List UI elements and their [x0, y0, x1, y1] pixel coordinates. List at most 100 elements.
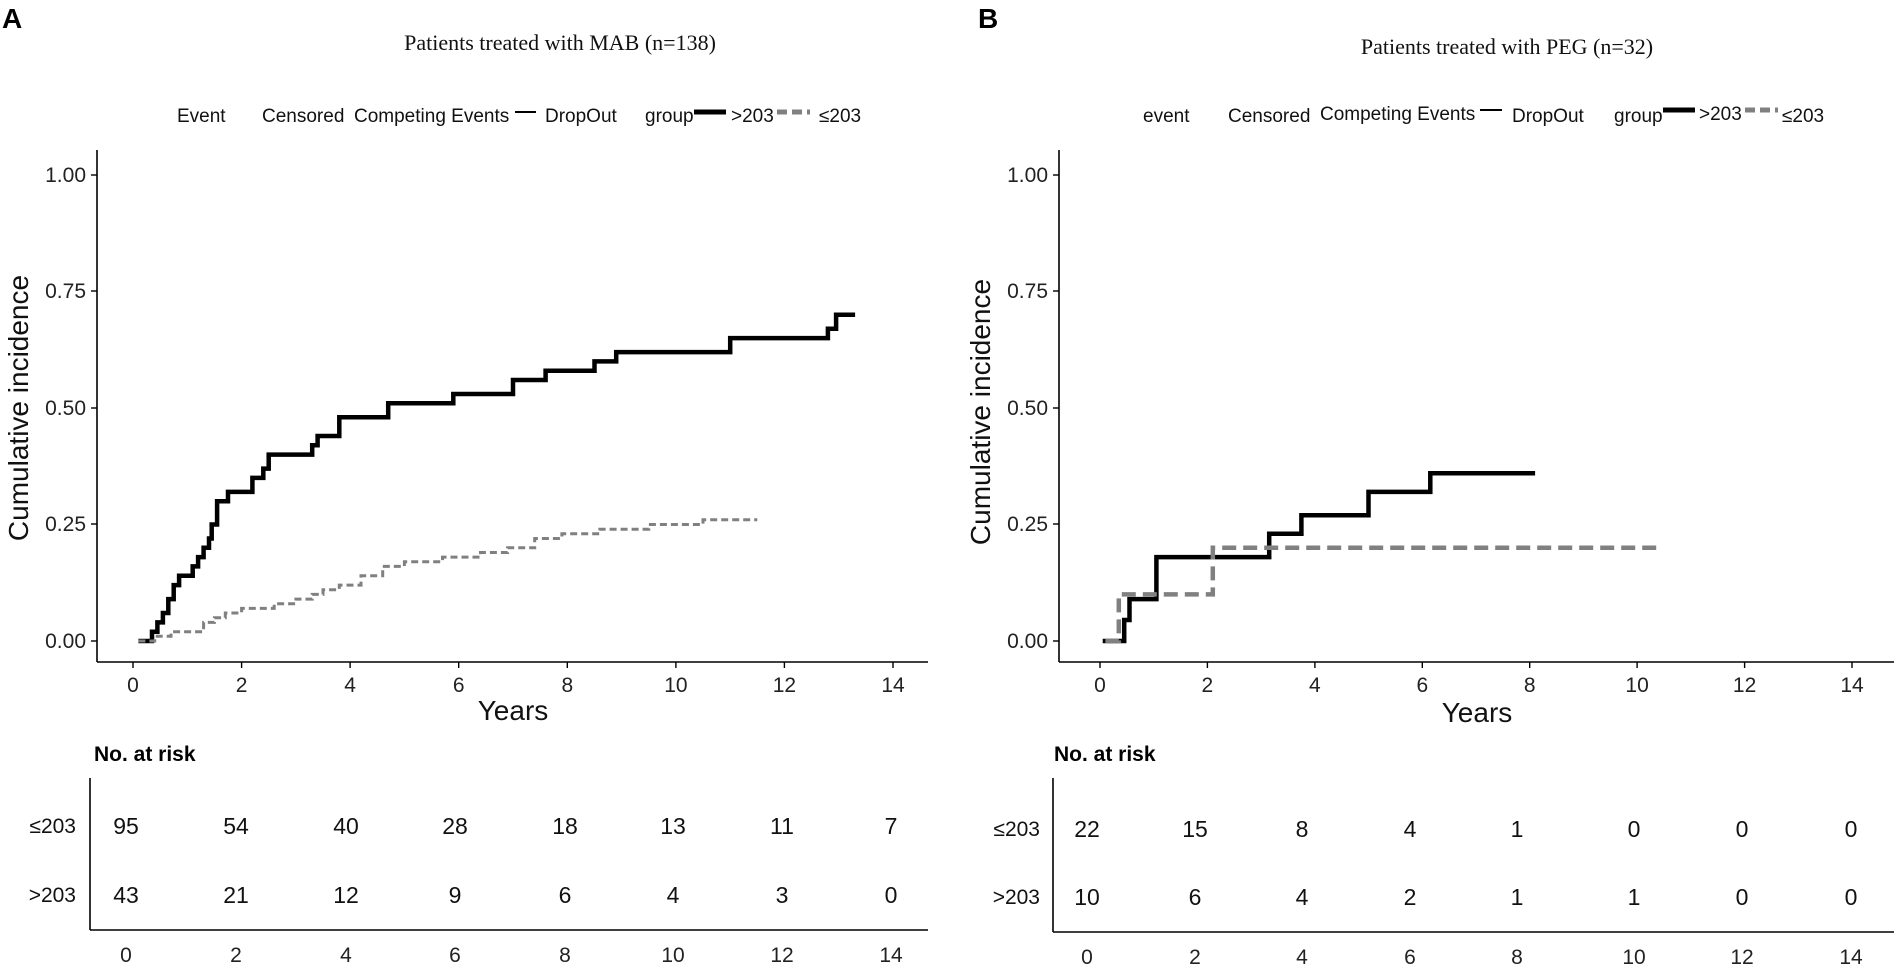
- x-tick-label: 8: [1524, 674, 1536, 697]
- legend-group-title: group: [1614, 106, 1663, 127]
- y-tick-label: 1.00: [45, 164, 86, 187]
- risk-time-label: 8: [559, 944, 571, 967]
- risk-table-title: No. at risk: [94, 743, 196, 766]
- risk-count: 2: [1404, 884, 1417, 910]
- legend-item-censored: Censored: [262, 106, 344, 127]
- risk-row-label: >203: [993, 886, 1040, 909]
- risk-table-title: No. at risk: [1054, 743, 1156, 766]
- risk-count: 22: [1074, 816, 1100, 842]
- panel-title: Patients treated with MAB (n=138): [404, 30, 716, 55]
- risk-time-label: 10: [1622, 946, 1645, 969]
- risk-count: 0: [1845, 884, 1858, 910]
- risk-count: 0: [1845, 816, 1858, 842]
- risk-table: No. at risk ≤203 >203 95 54 40 28 18 13 …: [29, 743, 928, 967]
- y-tick-label: 0.00: [45, 630, 86, 653]
- risk-time-label: 0: [1081, 946, 1093, 969]
- risk-count: 21: [223, 882, 249, 908]
- legend-group-low: ≤203: [819, 106, 861, 127]
- risk-count: 4: [1404, 816, 1417, 842]
- risk-row-label: ≤203: [993, 818, 1040, 841]
- risk-count: 0: [1736, 884, 1749, 910]
- y-tick-label: 0.75: [1007, 280, 1048, 303]
- risk-time-label: 12: [770, 944, 793, 967]
- x-tick-label: 14: [881, 674, 905, 697]
- x-tick-label: 0: [127, 674, 139, 697]
- x-tick-label: 12: [773, 674, 796, 697]
- legend-item-competing-events: Competing Events: [1320, 104, 1475, 125]
- risk-count: 1: [1511, 816, 1524, 842]
- risk-row-label: >203: [29, 884, 76, 907]
- legend-group-high: >203: [731, 106, 774, 127]
- risk-count: 12: [333, 882, 359, 908]
- y-tick-label: 0.25: [1007, 513, 1048, 536]
- y-tick-label: 0.25: [45, 513, 86, 536]
- panel-a: A Patients treated with MAB (n=138) Even…: [2, 3, 928, 967]
- risk-time-label: 2: [230, 944, 242, 967]
- panel-letter: A: [2, 3, 22, 34]
- risk-count: 6: [559, 882, 572, 908]
- panel-b: B Patients treated with PEG (n=32) event…: [965, 3, 1894, 969]
- legend-event-title: event: [1143, 106, 1190, 127]
- risk-count: 4: [667, 882, 680, 908]
- risk-count: 1: [1628, 884, 1641, 910]
- y-tick-label: 1.00: [1007, 164, 1048, 187]
- x-tick-label: 10: [664, 674, 687, 697]
- x-tick-label: 12: [1733, 674, 1756, 697]
- y-tick-label: 0.50: [45, 397, 86, 420]
- risk-time-label: 2: [1189, 946, 1201, 969]
- legend-group-high: >203: [1699, 104, 1742, 125]
- risk-count: 11: [770, 813, 794, 839]
- risk-time-label: 10: [661, 944, 684, 967]
- risk-time-label: 6: [449, 944, 461, 967]
- x-tick-label: 2: [236, 674, 248, 697]
- x-tick-label: 0: [1094, 674, 1106, 697]
- x-axis-ticks: 0 2 4 6 8 10 12 14: [1094, 662, 1864, 697]
- risk-count: 95: [113, 813, 139, 839]
- x-axis-title: Years: [478, 695, 549, 726]
- y-tick-label: 0.75: [45, 280, 86, 303]
- risk-count: 9: [449, 882, 462, 908]
- series-line-group-high: [1102, 470, 1536, 644]
- y-axis-ticks: 0.00 0.25 0.50 0.75 1.00: [1007, 164, 1059, 653]
- series-line-group-low: [138, 518, 758, 643]
- risk-count: 10: [1074, 884, 1100, 910]
- x-tick-label: 8: [561, 674, 573, 697]
- risk-count: 7: [885, 813, 898, 839]
- risk-time-label: 14: [879, 944, 903, 967]
- legend-item-censored: Censored: [1228, 106, 1310, 127]
- risk-count: 28: [442, 813, 468, 839]
- legend-group-title: group: [645, 106, 694, 127]
- risk-time-label: 0: [120, 944, 132, 967]
- series-line-group-low: [1105, 545, 1659, 644]
- risk-count: 6: [1189, 884, 1202, 910]
- risk-row-label: ≤203: [29, 815, 76, 838]
- y-axis-title: Cumulative incidence: [3, 275, 34, 541]
- y-tick-label: 0.00: [1007, 630, 1048, 653]
- risk-count: 4: [1296, 884, 1309, 910]
- x-tick-label: 2: [1202, 674, 1214, 697]
- x-tick-label: 4: [1309, 674, 1321, 697]
- risk-count: 0: [1628, 816, 1641, 842]
- panel-title: Patients treated with PEG (n=32): [1361, 34, 1653, 59]
- y-tick-label: 0.50: [1007, 397, 1048, 420]
- risk-time-label: 12: [1730, 946, 1753, 969]
- risk-count: 0: [885, 882, 898, 908]
- y-axis-ticks: 0.00 0.25 0.50 0.75 1.00: [45, 164, 97, 653]
- x-axis-title: Years: [1442, 697, 1513, 728]
- risk-count: 3: [776, 882, 789, 908]
- y-axis-title: Cumulative incidence: [965, 279, 996, 545]
- panel-letter: B: [978, 3, 998, 34]
- risk-count: 40: [333, 813, 359, 839]
- risk-time-label: 14: [1839, 946, 1863, 969]
- x-axis-ticks: 0 2 4 6 8 10 12 14: [127, 662, 905, 697]
- legend-event-title: Event: [177, 106, 226, 127]
- risk-time-label: 4: [1296, 946, 1308, 969]
- x-tick-label: 4: [344, 674, 356, 697]
- series-line-group-high: [138, 312, 856, 644]
- risk-time-label: 6: [1404, 946, 1416, 969]
- legend-item-competing-events: Competing Events: [354, 106, 509, 127]
- risk-table: No. at risk ≤203 >203 22 15 8 4 1 0 0 0 …: [993, 743, 1894, 969]
- risk-count: 15: [1182, 816, 1208, 842]
- x-tick-label: 10: [1625, 674, 1648, 697]
- risk-count: 43: [113, 882, 139, 908]
